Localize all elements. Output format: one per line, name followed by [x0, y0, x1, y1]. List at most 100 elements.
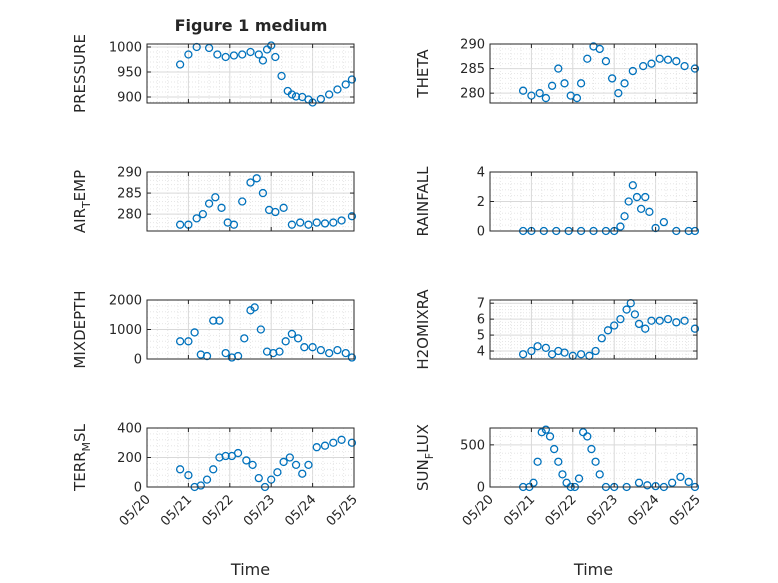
air_temp-ytick-label: 285 — [117, 187, 142, 202]
air_temp-ylabel: AIRTEMP — [71, 170, 93, 233]
rainfall-ylabel: RAINFALL — [414, 166, 432, 237]
pressure-point — [246, 47, 255, 57]
terr_msl-ytick-label: 0 — [134, 481, 142, 496]
air_temp-series — [175, 174, 357, 229]
h2omixra-point — [610, 321, 619, 330]
terr_msl-point — [279, 457, 288, 467]
sun_flux-point — [537, 428, 546, 437]
terr_msl-point — [209, 465, 218, 474]
h2omixra-point — [680, 316, 689, 325]
theta-axes-box — [489, 43, 698, 104]
theta-point — [628, 66, 637, 76]
theta-point — [554, 64, 563, 73]
terr_msl-point — [320, 441, 330, 450]
h2omixra-point — [541, 343, 551, 352]
theta-subplot: 280 285 290 THETA — [414, 38, 700, 104]
theta-point — [647, 59, 656, 68]
sun_flux-point — [651, 482, 660, 491]
pressure-ytick-label: 900 — [117, 91, 142, 106]
h2omixra-point — [647, 316, 656, 325]
rainfall-point — [651, 223, 660, 233]
terr_msl-ytick-label: 400 — [117, 422, 142, 437]
figure-title: Figure 1 medium — [175, 16, 328, 35]
theta-point — [576, 79, 586, 88]
air_temp-point — [329, 218, 338, 227]
sun_flux-point — [562, 478, 571, 487]
terr_msl-xtick-label: 05/20 — [117, 492, 154, 529]
sun_flux-point — [587, 444, 596, 454]
sun_flux-point — [574, 474, 584, 483]
h2omixra-point — [641, 324, 650, 333]
h2omixra-ylabel: H2OMIXRA — [414, 289, 432, 370]
sun_flux-point — [554, 457, 563, 466]
h2omixra-axes-box — [489, 299, 698, 360]
h2omixra-point — [672, 318, 681, 327]
sun_flux-point — [595, 470, 604, 479]
rainfall-point — [645, 207, 654, 216]
mixdepth-point — [209, 316, 218, 325]
mixdepth-subplot: 0 1000 2000 MIXDEPTH — [71, 290, 357, 369]
air_temp-ytick-label: 290 — [117, 166, 142, 181]
sun_flux-point — [583, 432, 592, 441]
mixdepth-point — [325, 348, 334, 358]
pressure-point — [277, 71, 286, 81]
pressure-point — [238, 50, 247, 59]
theta-point — [535, 89, 544, 98]
pressure-point — [175, 60, 185, 69]
h2omixra-point — [655, 316, 664, 325]
h2omixra-plot-area — [490, 300, 697, 359]
mixdepth-point — [184, 337, 193, 346]
terr_msl-point — [337, 435, 346, 444]
rainfall-point — [624, 197, 633, 206]
terr_msl-xtick-label: 05/21 — [158, 492, 195, 529]
theta-ylabel: THETA — [414, 49, 432, 99]
pressure-point — [333, 85, 342, 94]
air_temp-point — [258, 188, 268, 198]
rainfall-ytick-label: 0 — [477, 225, 485, 240]
mixdepth-point — [240, 334, 249, 343]
sun_flux-xtick-label: 05/23 — [584, 492, 621, 529]
theta-point — [601, 57, 611, 66]
theta-point — [541, 93, 551, 103]
terr_msl-point — [196, 481, 205, 490]
sun_flux-point — [529, 478, 538, 487]
mixdepth-point — [287, 329, 297, 339]
mixdepth-point — [281, 337, 290, 346]
mixdepth-point — [221, 348, 230, 358]
terr_msl-ylabel: TERRMSL — [71, 423, 93, 492]
sun_flux-subplot: 0 500 05/20 05/21 05/22 05/23 05/24 05/25 Time SU… — [414, 424, 704, 579]
theta-point — [518, 86, 528, 95]
terr_msl-point — [285, 453, 294, 462]
sun_flux-point — [541, 425, 551, 434]
mixdepth-point — [347, 353, 357, 362]
terr_msl-point — [312, 443, 321, 452]
h2omixra-ytick-label: 7 — [477, 297, 485, 312]
terr_msl-point — [202, 475, 212, 484]
sun_flux-xtick-label: 05/25 — [667, 492, 704, 529]
terr_msl-xtick-label: 05/22 — [200, 492, 237, 529]
h2omixra-point — [597, 334, 606, 343]
mixdepth-point — [275, 347, 284, 356]
sun_flux-xlabel: Time — [573, 560, 613, 579]
sun_flux-point — [668, 478, 677, 487]
mixdepth-point — [300, 343, 309, 352]
sun_flux-point — [533, 457, 542, 466]
sun_flux-plot-area — [490, 428, 697, 487]
rainfall-ytick-label: 2 — [477, 195, 485, 210]
theta-point — [620, 79, 629, 88]
mixdepth-ytick-label: 1000 — [109, 323, 142, 338]
pressure-point — [254, 50, 263, 59]
mixdepth-point — [333, 345, 342, 355]
h2omixra-point — [690, 324, 700, 333]
pressure-point — [287, 90, 297, 99]
air_temp-point — [238, 197, 247, 206]
mixdepth-ytick-label: 2000 — [109, 294, 142, 309]
mixdepth-ytick-label: 0 — [134, 353, 142, 368]
air_temp-point — [229, 220, 239, 229]
terr_msl-xtick-label: 05/23 — [241, 492, 278, 529]
sun_flux-ylabel: SUNFLUX — [414, 424, 436, 491]
air_temp-point — [192, 214, 201, 223]
terr_msl-point — [298, 469, 307, 478]
